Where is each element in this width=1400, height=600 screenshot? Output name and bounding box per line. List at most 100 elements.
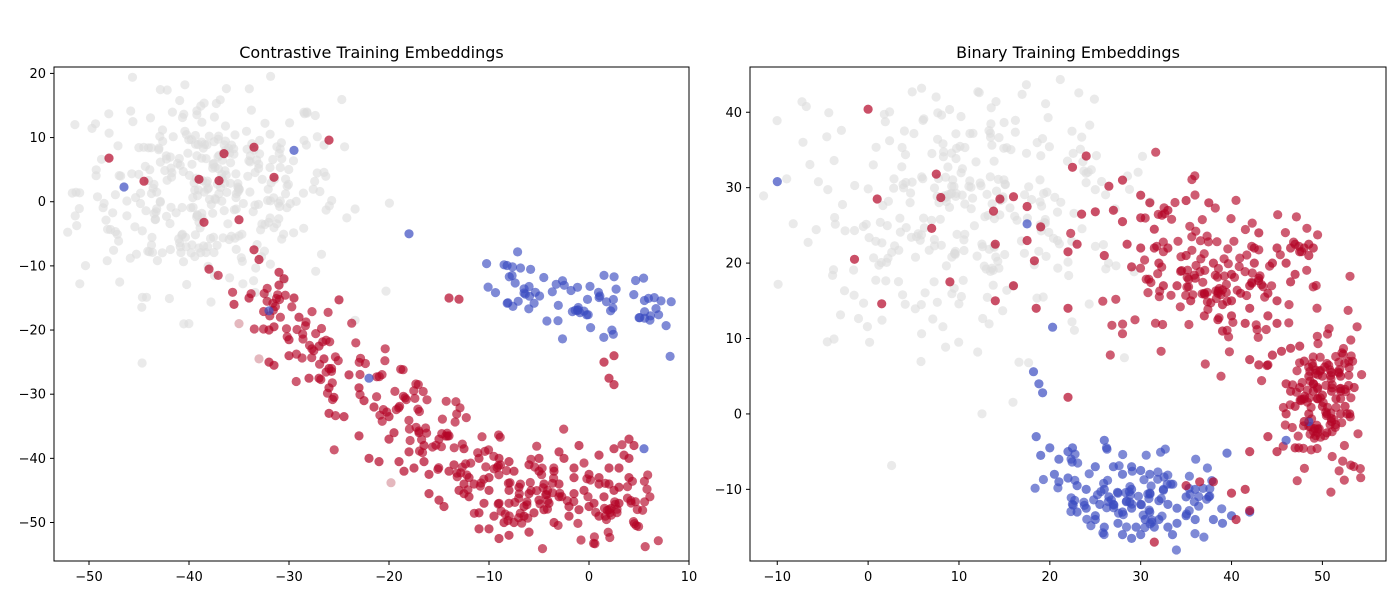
scatter-point-gray — [177, 202, 187, 213]
scatter-point-blue — [1199, 532, 1209, 542]
scatter-point-gray — [1041, 99, 1051, 109]
scatter-point-gray — [231, 244, 241, 254]
scatter-point-red — [594, 479, 604, 489]
scatter-point-red — [355, 369, 365, 380]
scatter-point-blue — [1127, 462, 1137, 472]
scatter-point-red — [219, 149, 229, 159]
scatter-point-red — [1276, 346, 1287, 356]
scatter-point-blue — [1038, 474, 1048, 485]
scatter-point-gray — [1137, 151, 1148, 161]
y-tick-label: 40 — [725, 106, 742, 121]
scatter-point-gray — [1101, 190, 1111, 200]
scatter-point-blue — [542, 316, 552, 326]
scatter-point-red — [1304, 239, 1314, 249]
scatter-point-red — [1145, 198, 1155, 208]
y-tick-label: −10 — [715, 483, 742, 498]
scatter-point-red — [509, 517, 519, 528]
scatter-point-red — [474, 524, 484, 534]
scatter-point-red — [559, 424, 569, 434]
scatter-point-gray — [943, 162, 953, 172]
scatter-point-blue — [1028, 367, 1039, 377]
scatter-point-red — [399, 466, 409, 476]
scatter-point-red — [1196, 254, 1206, 264]
scatter-point-red — [609, 444, 619, 454]
scatter-point-gray — [201, 154, 211, 164]
scatter-point-red — [461, 459, 471, 469]
scatter-point-red — [1242, 250, 1252, 260]
scatter-point-red — [1292, 366, 1302, 376]
scatter-point-gray — [829, 155, 839, 166]
scatter-point-red — [1249, 258, 1259, 268]
scatter-point-blue — [1163, 499, 1173, 509]
scatter-point-red — [1240, 318, 1250, 328]
scatter-point-gray — [127, 169, 137, 179]
scatter-point-red — [504, 511, 514, 521]
scatter-point-gray — [280, 189, 291, 199]
scatter-point-red — [514, 489, 524, 499]
scatter-point-gray — [272, 142, 282, 152]
scatter-point-red — [1326, 367, 1337, 378]
scatter-point-gray — [952, 229, 962, 239]
scatter-point-red — [1008, 192, 1019, 202]
scatter-point-gray — [987, 199, 997, 209]
scatter-point-red — [199, 217, 209, 227]
scatter-point-red — [321, 335, 331, 345]
scatter-point-blue — [1099, 529, 1109, 540]
scatter-point-blue — [1127, 484, 1137, 494]
scatter-point-gray — [876, 257, 886, 268]
scatter-point-red — [1245, 281, 1255, 291]
scatter-point-blue — [1081, 503, 1091, 513]
binary-embeddings-panel: −10 0 10 20 30 40 50 −10 0 10 20 30 40 Binary Traini… — [715, 43, 1387, 585]
scatter-point-gray — [70, 120, 80, 130]
scatter-point-gray — [938, 322, 948, 332]
scatter-point-gray — [255, 135, 265, 145]
scatter-point-red — [484, 473, 494, 483]
scatter-point-red — [569, 473, 579, 483]
scatter-point-blue — [665, 351, 675, 361]
scatter-point-red — [404, 415, 414, 425]
scatter-point-red — [344, 370, 354, 380]
scatter-point-red — [579, 458, 589, 468]
scatter-point-red — [1352, 322, 1362, 332]
scatter-point-red — [1022, 235, 1032, 246]
scatter-point-red — [1163, 243, 1173, 253]
scatter-point-red — [1313, 230, 1323, 240]
scatter-point-red — [624, 434, 634, 444]
scatter-point-gray — [234, 184, 244, 195]
scatter-point-blue — [582, 294, 593, 304]
scatter-point-blue — [586, 323, 596, 333]
scatter-point-gray — [948, 175, 958, 185]
scatter-point-blue — [640, 313, 650, 323]
scatter-point-red — [1136, 213, 1146, 223]
scatter-point-red — [1235, 253, 1245, 263]
scatter-point-gray — [813, 177, 824, 187]
scatter-point-red — [294, 312, 304, 322]
scatter-point-gray — [849, 265, 859, 275]
scatter-point-red — [1063, 303, 1073, 313]
scatter-point-red — [1254, 273, 1264, 283]
scatter-point-gray — [180, 80, 190, 90]
axis-ticks: −50 −40 −30 −20 −10 0 10 −50 −40 −30 −20 −10 0 10 20 — [19, 67, 698, 585]
scatter-point-gray — [104, 109, 114, 119]
scatter-point-gray — [864, 233, 874, 243]
scatter-point-red — [1308, 379, 1318, 389]
scatter-point-gray — [310, 176, 320, 186]
scatter-point-red — [1226, 311, 1237, 321]
scatter-point-red — [936, 192, 946, 203]
scatter-point-red — [1293, 431, 1303, 441]
scatter-point-gray — [798, 137, 808, 147]
scatter-point-red — [1213, 315, 1223, 325]
scatter-point-blue — [364, 373, 374, 383]
scatter-point-red — [1135, 263, 1146, 273]
scatter-point-red — [622, 493, 633, 503]
scatter-point-blue — [599, 332, 609, 342]
scatter-point-blue — [539, 272, 549, 283]
scatter-point-blue — [654, 310, 664, 320]
scatter-point-gray — [850, 180, 860, 191]
scatter-point-red — [504, 485, 514, 495]
scatter-point-red — [409, 463, 419, 473]
scatter-point-red — [1247, 218, 1257, 228]
scatter-point-red — [584, 501, 594, 512]
scatter-point-gray — [824, 108, 834, 118]
scatter-point-red — [1099, 250, 1109, 261]
